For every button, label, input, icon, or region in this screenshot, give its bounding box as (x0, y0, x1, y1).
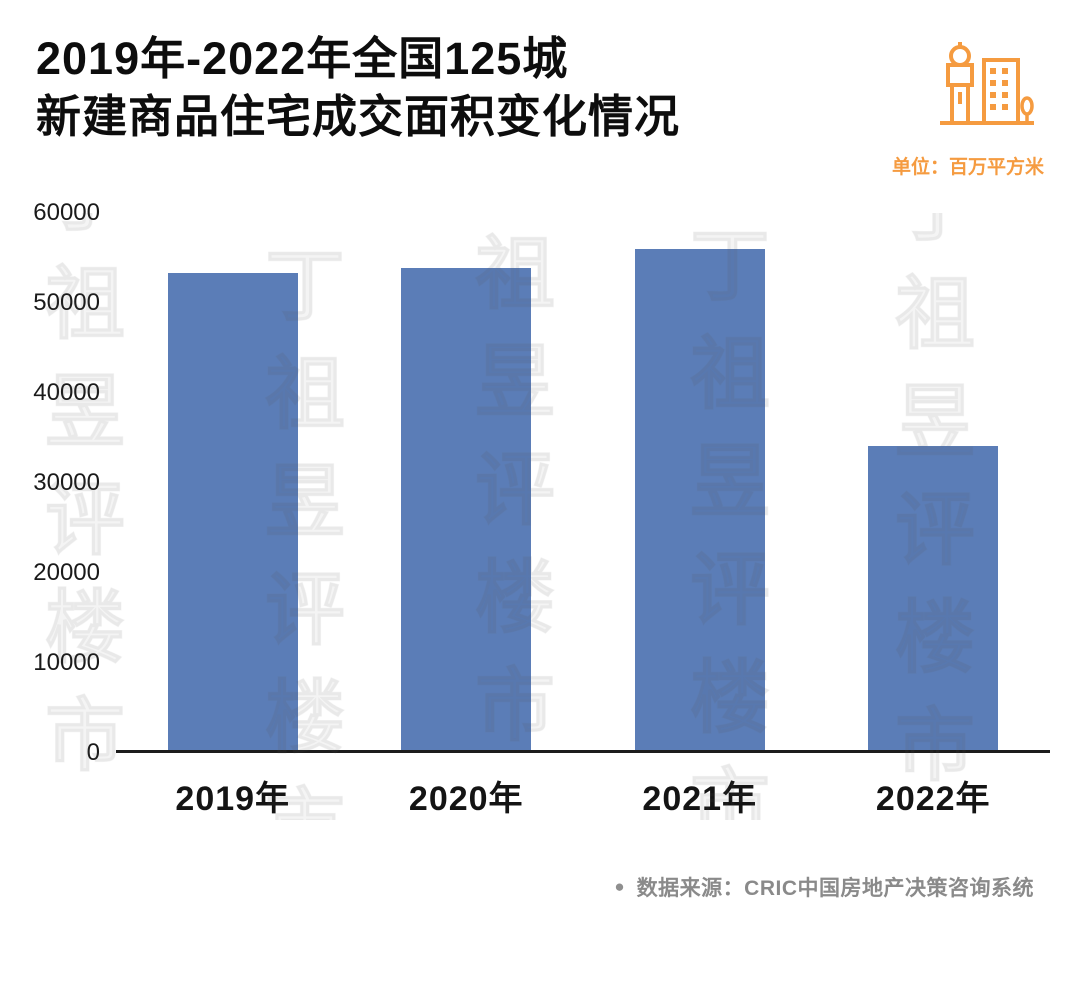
plot-area (116, 213, 1050, 753)
title-line-2: 新建商品住宅成交面积变化情况 (36, 90, 681, 142)
bar-slot (116, 213, 350, 750)
city-buildings-icon (940, 42, 1034, 125)
y-tick-label: 20000 (33, 559, 100, 586)
x-axis-label: 2020年 (408, 780, 524, 818)
data-source-label: 数据来源：CRIC中国房地产决策咨询系统 (636, 877, 1034, 900)
title-line-1: 2019年-2022年全国125城 (36, 33, 569, 84)
footer: ● 数据来源：CRIC中国房地产决策咨询系统 (0, 872, 1080, 902)
bar-slot (350, 213, 584, 750)
y-tick-label: 30000 (33, 469, 100, 496)
unit-label: 单位：百万平方米 (891, 157, 1044, 178)
bar-2020年 (401, 267, 532, 750)
bar-2021年 (634, 248, 765, 750)
x-axis-label: 2019年 (175, 780, 291, 818)
x-axis-label: 2021年 (642, 780, 758, 818)
y-tick-label: 10000 (33, 649, 100, 676)
y-tick-label: 60000 (33, 199, 100, 226)
header: 2019年-2022年全国125城 新建商品住宅成交面积变化情况 (0, 0, 1080, 187)
bar-2019年 (167, 272, 298, 750)
brand-block: 单位：百万平方米 (892, 30, 1044, 179)
x-axis-label: 2022年 (875, 780, 991, 818)
x-axis: 2019年 2020年 2021年 2022年 (116, 753, 1050, 820)
y-tick-label: 40000 (33, 379, 100, 406)
bar-slot (583, 213, 817, 750)
bar-slot (817, 213, 1051, 750)
page-title: 2019年-2022年全国125城 新建商品住宅成交面积变化情况 (36, 30, 680, 145)
bar-chart: 0 10000 20000 30000 40000 50000 60000 2019年 202… (0, 199, 1080, 820)
y-tick-label: 0 (86, 739, 100, 766)
y-axis: 0 10000 20000 30000 40000 50000 60000 (26, 199, 116, 766)
bullet-icon: ● (614, 877, 625, 896)
bar-2022年 (868, 445, 999, 750)
y-tick-label: 50000 (33, 289, 100, 316)
